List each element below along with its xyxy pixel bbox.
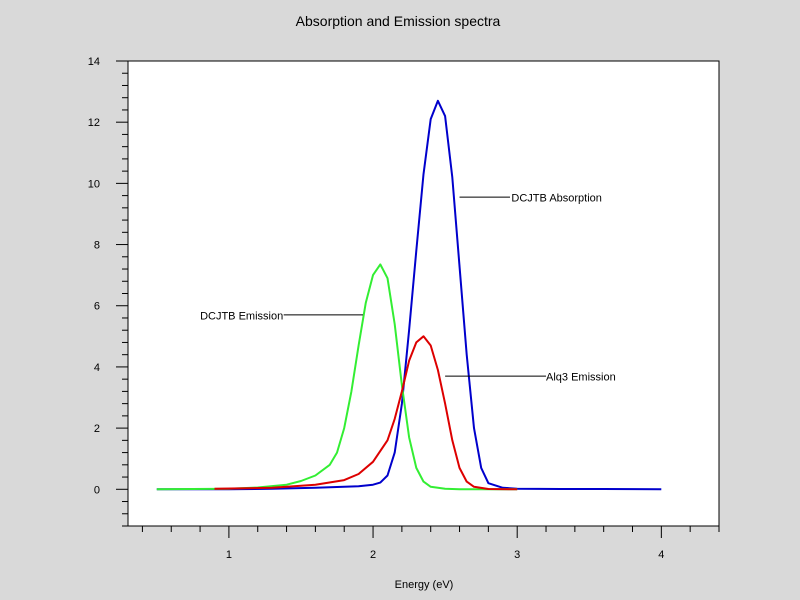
x-tick-label: 4 bbox=[658, 549, 664, 561]
y-tick-label: 8 bbox=[94, 240, 100, 252]
series-line-alq3-emission bbox=[214, 335, 518, 491]
y-tick-label: 2 bbox=[94, 423, 100, 435]
x-tick-label: 2 bbox=[370, 549, 376, 561]
x-axis-label: Energy (eV) bbox=[395, 579, 454, 591]
y-tick-label: 12 bbox=[88, 117, 100, 129]
annotation-label: DCJTB Emission bbox=[200, 311, 283, 323]
series-line-dcjtb-emission bbox=[156, 263, 518, 491]
series-layer bbox=[156, 99, 662, 491]
chart-title: Absorption and Emission spectra bbox=[296, 13, 501, 29]
annotation-label: Alq3 Emission bbox=[546, 372, 616, 384]
y-tick-label: 10 bbox=[88, 178, 100, 190]
x-tick-label: 1 bbox=[226, 549, 232, 561]
y-tick-label: 4 bbox=[94, 362, 100, 374]
series-line-dcjtb-absorption bbox=[156, 99, 662, 491]
y-tick-label: 0 bbox=[94, 484, 100, 496]
x-tick-label: 3 bbox=[514, 549, 520, 561]
plot-area bbox=[127, 60, 720, 527]
y-tick-label: 14 bbox=[88, 56, 100, 68]
y-tick-label: 6 bbox=[94, 301, 100, 313]
annotations-layer: DCJTB Absorption DCJTB Emission Alq3 Emiss… bbox=[200, 193, 616, 384]
annotation-label: DCJTB Absorption bbox=[511, 193, 601, 205]
